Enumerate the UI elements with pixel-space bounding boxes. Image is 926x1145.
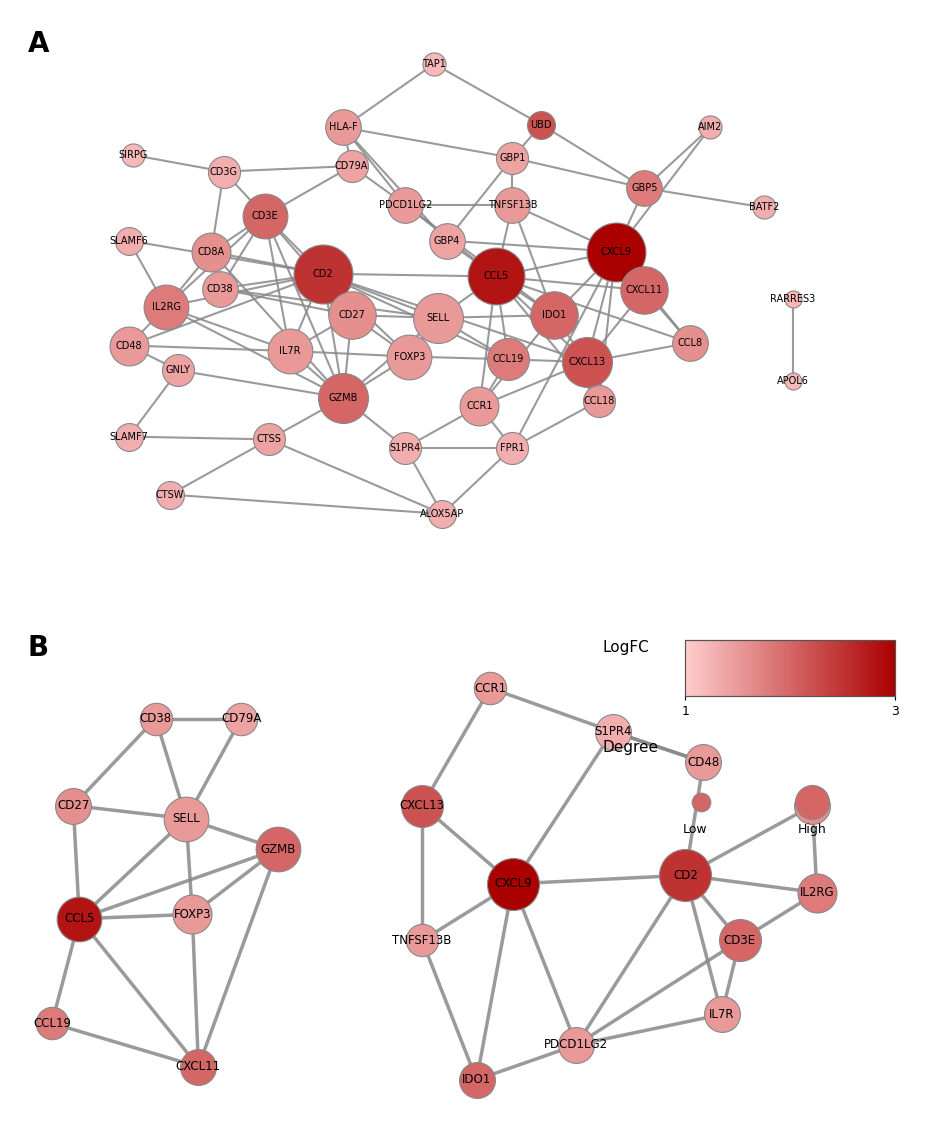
Point <box>682 333 697 352</box>
Point <box>121 337 136 355</box>
Point <box>427 55 442 73</box>
Text: HLA-F: HLA-F <box>329 123 357 133</box>
Point <box>217 163 232 181</box>
Point <box>580 353 594 371</box>
Point <box>212 279 227 298</box>
Text: CD27: CD27 <box>338 310 365 321</box>
Point <box>703 118 718 136</box>
Point <box>121 231 136 250</box>
Point <box>171 361 186 379</box>
Point <box>344 306 359 324</box>
Text: SELL: SELL <box>427 313 450 323</box>
Point <box>257 206 272 224</box>
Text: B: B <box>28 634 48 662</box>
Text: CCL5: CCL5 <box>483 271 508 282</box>
Point <box>472 397 487 416</box>
Point <box>262 431 277 449</box>
Text: FPR1: FPR1 <box>500 443 525 452</box>
Text: TAP1: TAP1 <box>422 58 446 69</box>
Point <box>282 342 297 361</box>
Point <box>398 439 413 457</box>
Text: CD8A: CD8A <box>198 246 225 256</box>
Point <box>757 198 771 216</box>
Text: IDO1: IDO1 <box>542 310 566 321</box>
Text: SIRPG: SIRPG <box>119 150 147 160</box>
Text: IL7R: IL7R <box>279 346 301 356</box>
Text: AIM2: AIM2 <box>698 123 722 133</box>
Point <box>505 149 519 167</box>
Text: UBD: UBD <box>531 119 552 129</box>
Point <box>344 157 359 175</box>
Text: SLAMF7: SLAMF7 <box>109 432 148 442</box>
Text: CCL18: CCL18 <box>583 396 615 405</box>
Point <box>316 264 331 283</box>
Point <box>336 118 351 136</box>
Text: CCR1: CCR1 <box>467 401 493 411</box>
Text: GZMB: GZMB <box>329 393 358 403</box>
Text: RARRES3: RARRES3 <box>770 293 816 303</box>
Text: APOL6: APOL6 <box>777 377 809 386</box>
Text: CCL19: CCL19 <box>493 354 524 364</box>
Point <box>505 196 519 214</box>
Point <box>402 347 417 365</box>
Text: CD2: CD2 <box>312 269 333 278</box>
Text: CXCL13: CXCL13 <box>569 357 606 368</box>
Text: GBP5: GBP5 <box>632 183 657 194</box>
Text: IL2RG: IL2RG <box>152 302 181 311</box>
Point <box>546 306 561 324</box>
Text: CD3E: CD3E <box>252 211 279 221</box>
Text: CXCL11: CXCL11 <box>626 285 663 295</box>
Point <box>637 282 652 300</box>
Point <box>608 243 623 261</box>
Text: GBP4: GBP4 <box>433 236 459 245</box>
Text: PDCD1LG2: PDCD1LG2 <box>379 199 432 210</box>
Point <box>126 145 141 164</box>
Text: CCL8: CCL8 <box>677 338 703 348</box>
Text: CD79A: CD79A <box>335 161 369 171</box>
Text: ALOX5AP: ALOX5AP <box>420 508 465 519</box>
Point <box>785 290 800 308</box>
Point <box>336 389 351 408</box>
Point <box>534 116 549 134</box>
Point <box>785 372 800 390</box>
Text: CD48: CD48 <box>116 340 143 350</box>
Text: FOXP3: FOXP3 <box>394 352 425 362</box>
Point <box>505 439 519 457</box>
Text: GBP1: GBP1 <box>499 152 526 163</box>
Point <box>637 179 652 197</box>
Text: S1PR4: S1PR4 <box>390 443 421 452</box>
Point <box>431 309 445 327</box>
Point <box>204 243 219 261</box>
Point <box>435 505 450 523</box>
Text: BATF2: BATF2 <box>749 203 780 213</box>
Point <box>439 231 454 250</box>
Point <box>501 350 516 369</box>
Point <box>398 196 413 214</box>
Text: CXCL9: CXCL9 <box>600 246 632 256</box>
Text: TNFSF13B: TNFSF13B <box>488 199 537 210</box>
Point <box>163 485 178 504</box>
Text: CTSS: CTSS <box>257 434 282 444</box>
Text: A: A <box>28 30 49 57</box>
Text: GNLY: GNLY <box>166 365 191 376</box>
Text: CD3G: CD3G <box>210 166 238 176</box>
Point <box>158 298 173 316</box>
Point <box>489 267 504 285</box>
Point <box>592 392 607 410</box>
Text: CTSW: CTSW <box>156 490 184 499</box>
Text: SLAMF6: SLAMF6 <box>109 236 148 245</box>
Point <box>121 427 136 445</box>
Text: CD38: CD38 <box>206 284 233 293</box>
